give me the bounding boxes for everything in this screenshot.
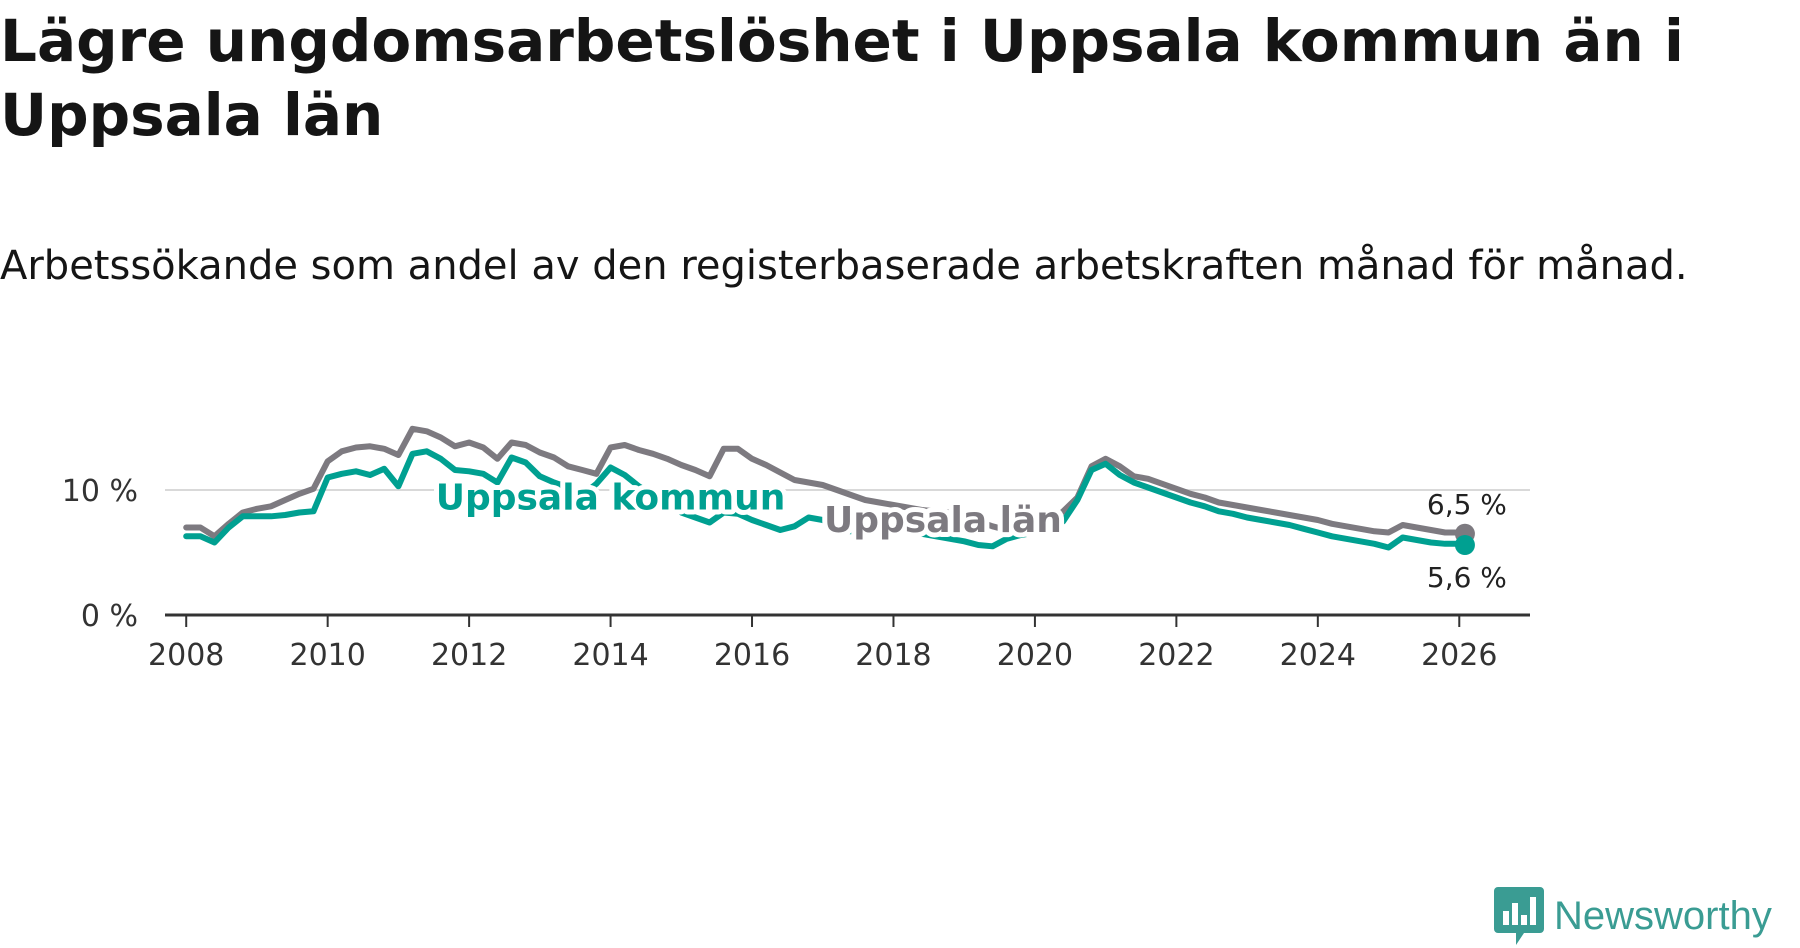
x-tick-label-2018: 2018 [855, 638, 931, 673]
x-tick-label-2016: 2016 [714, 638, 790, 673]
y-tick-label-10: 10 % [62, 474, 138, 509]
series-end-label-uppsala-kommun: 5,6 % [1427, 561, 1507, 594]
series-lines [183, 425, 1475, 555]
newsworthy-logo: Newsworthy [1494, 886, 1772, 946]
x-tick-label-2010: 2010 [289, 638, 365, 673]
x-tick-label-2026: 2026 [1421, 638, 1497, 673]
series-end-label-uppsala-lan: 6,5 % [1427, 488, 1507, 521]
series-line-uppsala-lan [183, 425, 1468, 540]
newsworthy-logo-icon [1494, 887, 1544, 945]
x-tick-label-2024: 2024 [1280, 638, 1356, 673]
x-tick-label-2008: 2008 [148, 638, 224, 673]
axes: 0 % 10 % 2008 2010 2012 2014 2016 2018 2020 2022 2… [62, 474, 1530, 673]
x-tick-label-2014: 2014 [572, 638, 648, 673]
series-name-label-uppsala-lan: Uppsala län [824, 500, 1062, 541]
series-name-label-uppsala-kommun: Uppsala kommun [436, 478, 786, 519]
series-line-uppsala-kommun [183, 448, 1468, 551]
x-tick-label-2020: 2020 [997, 638, 1073, 673]
x-tick-label-2012: 2012 [431, 638, 507, 673]
chart-subtitle: Arbetssökande som andel av den registerb… [0, 243, 1688, 289]
newsworthy-logo-text: Newsworthy [1554, 893, 1772, 938]
x-tick-label-2022: 2022 [1138, 638, 1214, 673]
series-end-point-uppsala-kommun [1454, 535, 1475, 555]
y-tick-label-0: 0 % [81, 599, 138, 634]
chart-title: Lägre ungdomsarbetslöshet i Uppsala komm… [0, 7, 1684, 149]
chart-labels: 6,5 % 5,6 % Uppsala kommun Uppsala län [431, 473, 1507, 595]
